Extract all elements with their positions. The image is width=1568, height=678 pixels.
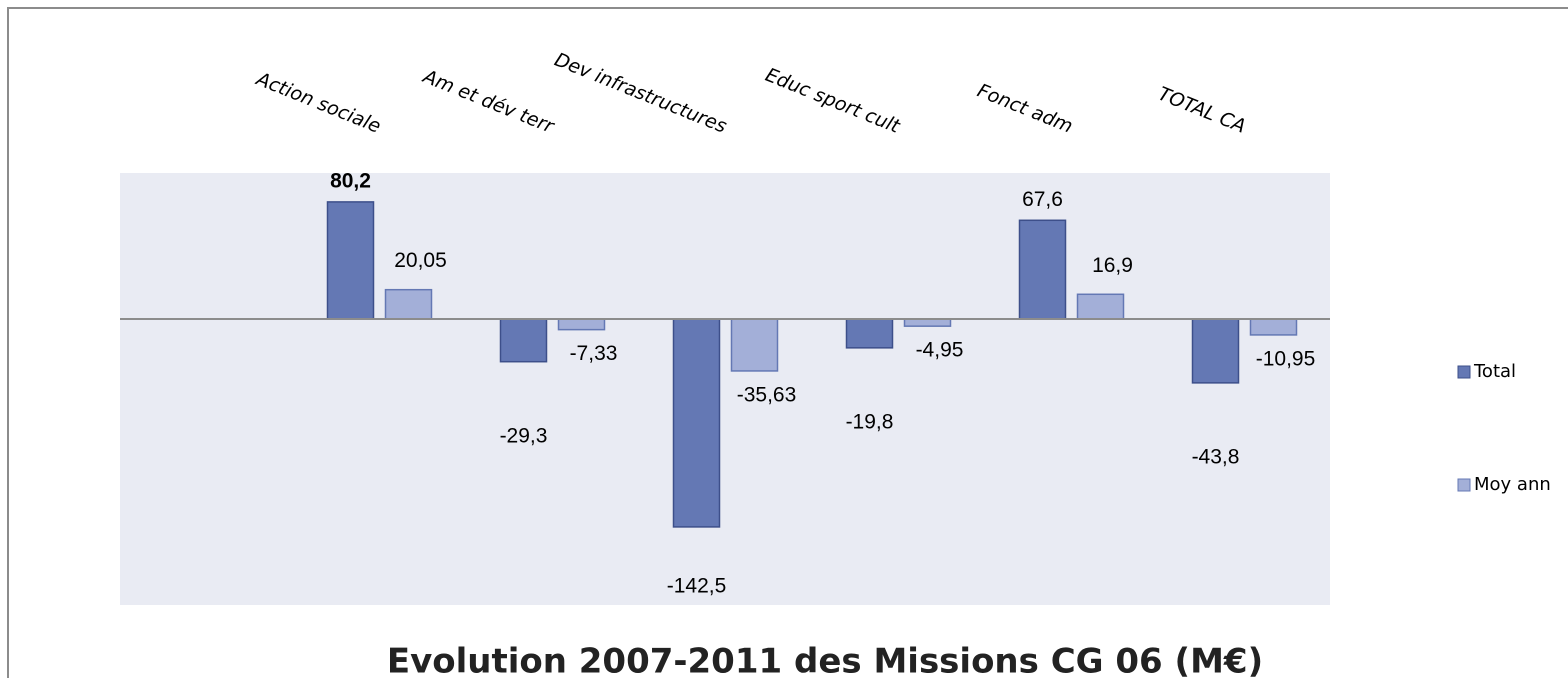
bar bbox=[499, 318, 548, 363]
bar bbox=[1249, 318, 1298, 336]
bar bbox=[557, 318, 606, 331]
bar bbox=[326, 201, 375, 320]
chart-title: Evolution 2007-2011 des Missions CG 06 (… bbox=[387, 642, 1263, 678]
data-label: -35,63 bbox=[737, 383, 797, 406]
legend-swatch bbox=[1457, 365, 1471, 379]
data-label: 20,05 bbox=[394, 249, 447, 272]
legend-label: Moy ann bbox=[1474, 474, 1551, 495]
data-label: -29,3 bbox=[500, 424, 548, 447]
legend-swatch bbox=[1457, 478, 1471, 492]
data-label: -10,95 bbox=[1256, 347, 1316, 370]
bar bbox=[672, 318, 721, 528]
bar bbox=[1076, 293, 1125, 320]
bar bbox=[730, 318, 779, 372]
data-label: -4,95 bbox=[916, 339, 964, 362]
data-label: -43,8 bbox=[1192, 445, 1240, 468]
data-label: 16,9 bbox=[1092, 254, 1133, 277]
bar bbox=[1018, 219, 1067, 320]
bar bbox=[903, 318, 952, 327]
data-label: -7,33 bbox=[570, 342, 618, 365]
bar bbox=[1191, 318, 1240, 384]
data-label: -142,5 bbox=[667, 574, 727, 597]
bar bbox=[384, 288, 433, 320]
data-label: -19,8 bbox=[846, 410, 894, 433]
data-label: 80,2 bbox=[330, 169, 371, 192]
data-label: 67,6 bbox=[1022, 188, 1063, 211]
legend-label: Total bbox=[1473, 361, 1516, 382]
plot-area bbox=[120, 173, 1330, 605]
bar bbox=[845, 318, 894, 349]
